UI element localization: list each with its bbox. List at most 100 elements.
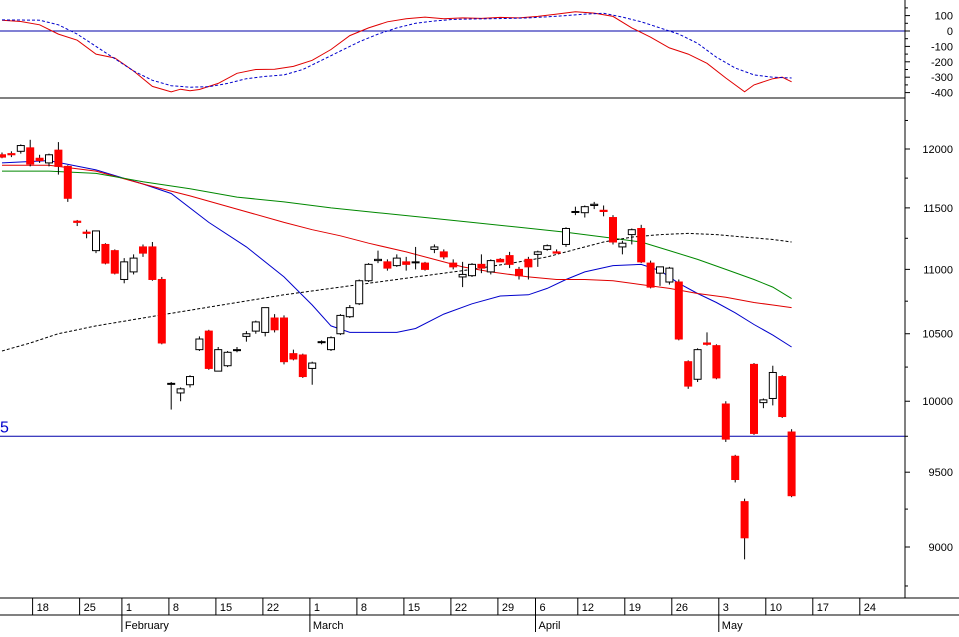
- candle-body-up: [618, 242, 627, 248]
- candle-body-down: [703, 342, 711, 345]
- candle: [562, 227, 570, 247]
- candle: [176, 387, 185, 402]
- price-tick-label: 10000: [922, 396, 953, 408]
- price-panel: 5: [0, 139, 905, 560]
- candle: [496, 258, 505, 263]
- date-tick-label: 8: [173, 602, 179, 614]
- candle: [656, 266, 664, 286]
- candle-body-down: [787, 431, 796, 497]
- candle-body-down: [73, 220, 82, 223]
- candle-body-down: [524, 258, 533, 268]
- candle-body-down: [157, 278, 166, 344]
- date-tick-label: 29: [502, 602, 514, 614]
- candle-body-down: [646, 262, 655, 288]
- moving-average-green: [2, 170, 792, 300]
- candle-body-up: [458, 273, 467, 278]
- candle-body-up: [656, 266, 664, 274]
- date-tick-label: 15: [408, 602, 420, 614]
- candle-body-up: [562, 227, 570, 245]
- candle: [411, 246, 420, 270]
- candle-body-up: [430, 246, 439, 250]
- candle-body-down: [35, 157, 44, 162]
- candle-body-down: [552, 251, 561, 254]
- candle: [533, 250, 542, 267]
- candle-body-up: [392, 257, 401, 267]
- candle: [54, 142, 63, 175]
- candle: [468, 263, 476, 277]
- candle: [486, 259, 495, 275]
- candle-body-up: [223, 351, 232, 367]
- candle: [505, 251, 514, 269]
- candle: [120, 258, 129, 284]
- candle: [477, 254, 486, 274]
- candle: [308, 361, 317, 385]
- candle-body-down: [139, 246, 147, 254]
- candle: [204, 329, 213, 370]
- candle: [233, 346, 241, 353]
- candle-body-up: [768, 371, 777, 399]
- candle-body-down: [477, 263, 486, 269]
- candle: [383, 259, 392, 271]
- candle: [223, 350, 232, 368]
- oscillator-tick-label: -300: [931, 72, 953, 84]
- candle-body-down: [609, 217, 617, 243]
- candle: [609, 215, 617, 245]
- oscillator-main-line: [1, 11, 792, 93]
- candle-body-down: [449, 262, 458, 268]
- candle-body-down: [402, 261, 411, 265]
- candle: [289, 349, 298, 361]
- date-tick-label: 18: [37, 602, 49, 614]
- candle: [599, 205, 608, 217]
- candle-body-up: [336, 314, 345, 335]
- oscillator-tick-label: -200: [931, 57, 953, 69]
- candle: [693, 348, 702, 383]
- month-label: April: [539, 620, 561, 632]
- candle-body-down: [778, 376, 787, 418]
- candle-body-down: [439, 251, 448, 258]
- candle: [45, 153, 53, 167]
- date-tick-label: 6: [540, 602, 546, 614]
- candle-body-up: [543, 245, 552, 250]
- candle-body-up: [355, 280, 364, 305]
- candle-body-up: [590, 203, 599, 206]
- candle: [129, 254, 138, 275]
- candle: [524, 256, 533, 280]
- candle: [186, 375, 194, 388]
- candle: [355, 279, 364, 306]
- oscillator-panel: [0, 11, 905, 93]
- candle-body-down: [496, 258, 505, 263]
- candle: [26, 139, 35, 167]
- price-tick-label: 12000: [922, 144, 953, 156]
- candle-body-down: [110, 250, 119, 274]
- candle-body-down: [204, 330, 213, 369]
- candle-body-up: [345, 307, 354, 318]
- candle-body-up: [261, 307, 270, 333]
- candle-body-up: [580, 206, 589, 214]
- candle-body-up: [374, 258, 382, 262]
- candle-body-up: [251, 321, 260, 332]
- candle: [157, 276, 166, 345]
- month-label: May: [722, 620, 743, 632]
- candle: [148, 241, 157, 281]
- date-tick-label: 26: [676, 602, 688, 614]
- candle: [374, 250, 382, 264]
- candle: [270, 314, 279, 333]
- candle-body-up: [16, 145, 25, 152]
- moving-average-blue: [1, 160, 792, 348]
- candle: [721, 401, 730, 442]
- candle-body-up: [759, 399, 768, 404]
- candle: [82, 229, 91, 239]
- candle: [740, 498, 749, 560]
- candle-body-up: [233, 349, 241, 352]
- candle: [571, 206, 580, 216]
- candle: [731, 454, 740, 483]
- candle: [637, 224, 646, 264]
- candle-body-down: [599, 209, 608, 212]
- candle: [63, 165, 72, 202]
- candle-body-up: [308, 362, 317, 369]
- candle-body-down: [421, 262, 429, 270]
- date-tick-label: 12: [582, 602, 594, 614]
